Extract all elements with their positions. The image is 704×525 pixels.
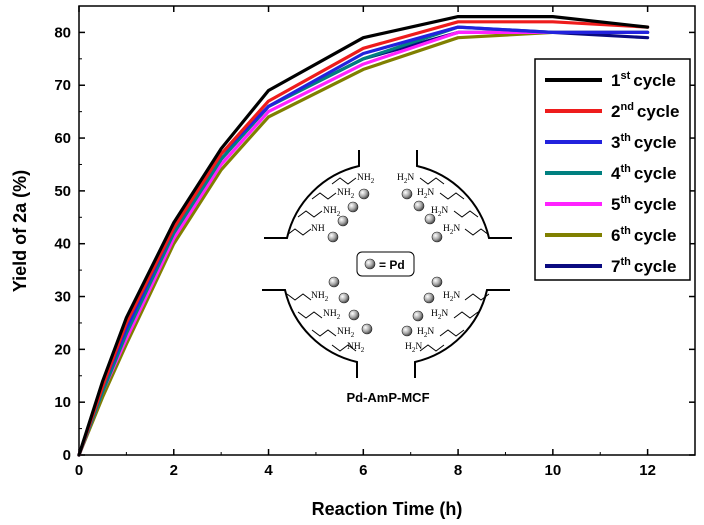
amine-labels: NH2 NH2 NH2 NH H2N H2N H2N H2N NH2 NH2 N…	[311, 173, 460, 354]
series-line-1	[77, 15, 650, 457]
svg-text:H2N: H2N	[417, 327, 434, 339]
material-caption: Pd-AmP-MCF	[346, 390, 429, 405]
svg-text:NH2: NH2	[357, 173, 375, 185]
svg-text:H2N: H2N	[431, 206, 448, 218]
pd-particle	[337, 215, 349, 227]
x-tick-label: 6	[359, 462, 367, 479]
legend-label-5: 5th cycle	[611, 194, 676, 214]
svg-text:H2N: H2N	[397, 173, 414, 185]
pd-particle	[347, 201, 359, 213]
y-tick-label: 0	[63, 447, 71, 464]
pd-particles	[327, 188, 443, 337]
pd-particle	[358, 188, 370, 200]
svg-text:NH2: NH2	[323, 206, 341, 218]
x-tick-label: 12	[639, 462, 656, 479]
x-tick-label: 8	[454, 462, 462, 479]
legend-label-3: 3th cycle	[611, 132, 676, 152]
pd-particle	[423, 292, 435, 304]
svg-text:NH2: NH2	[337, 327, 355, 339]
y-tick-label: 40	[54, 236, 71, 253]
svg-text:NH: NH	[311, 224, 325, 234]
pd-particle	[328, 276, 340, 288]
pd-particle	[431, 276, 443, 288]
pd-particle	[412, 310, 424, 322]
pd-particle	[424, 213, 436, 225]
pd-particle	[413, 200, 425, 212]
svg-text:H2N: H2N	[431, 309, 448, 321]
pd-key-label: = Pd	[379, 258, 405, 272]
svg-text:H2N: H2N	[443, 291, 460, 303]
pd-particle	[338, 292, 350, 304]
y-tick-label: 50	[54, 183, 71, 200]
x-tick-label: 0	[75, 462, 83, 479]
y-tick-label: 70	[54, 77, 71, 94]
y-tick-label: 30	[54, 289, 71, 306]
pd-particle	[327, 231, 339, 243]
series-line-2	[77, 20, 650, 457]
legend-box	[534, 58, 691, 281]
pd-particle	[431, 231, 443, 243]
amine-chains	[286, 177, 490, 352]
pd-amp-mcf-schematic: NH2 NH2 NH2 NH H2N H2N H2N H2N NH2 NH2 N…	[262, 150, 512, 405]
pd-particle	[401, 188, 413, 200]
legend-label-4: 4th cycle	[611, 163, 676, 183]
svg-text:NH2: NH2	[337, 188, 355, 200]
legend-label-2: 2nd cycle	[611, 101, 679, 121]
legend-label-7: 7th cycle	[611, 256, 676, 276]
legend: 1st cycle 2nd cycle 3th cycle 4th cycle 5th cycle…	[534, 58, 691, 281]
svg-text:H2N: H2N	[417, 188, 434, 200]
y-tick-label: 60	[54, 130, 71, 147]
x-axis-title: Reaction Time (h)	[312, 499, 463, 519]
pd-key-box	[356, 251, 415, 277]
pore-wall-upper-left	[264, 150, 360, 239]
x-axis-ticks: 0 2 4 6 8 10 12	[75, 6, 696, 479]
legend-label-1: 1st cycle	[611, 70, 676, 90]
svg-text:H2N: H2N	[443, 224, 460, 236]
pore-wall-lower-left	[262, 289, 358, 378]
x-tick-label: 2	[170, 462, 178, 479]
y-tick-label: 20	[54, 341, 71, 358]
pd-particle	[361, 323, 373, 335]
series-line-6	[77, 30, 650, 457]
y-axis-ticks: 0 10 20 30 40 50 60 70 80	[54, 24, 695, 464]
svg-text:NH2: NH2	[347, 342, 365, 354]
plot-frame	[78, 5, 696, 456]
svg-text:NH2: NH2	[323, 309, 341, 321]
y-tick-label: 10	[54, 394, 71, 411]
series-layer	[77, 15, 650, 457]
y-axis-title: Yield of 2a (%)	[10, 170, 30, 292]
x-tick-label: 4	[264, 462, 273, 479]
y-tick-label: 80	[54, 24, 71, 41]
x-tick-label: 10	[545, 462, 562, 479]
svg-text:NH2: NH2	[311, 291, 329, 303]
pd-particle	[401, 325, 413, 337]
pd-particle	[348, 309, 360, 321]
svg-text:H2N: H2N	[405, 342, 422, 354]
legend-label-6: 6th cycle	[611, 225, 676, 245]
pore-wall-upper-right	[416, 150, 512, 239]
pd-key-icon	[364, 258, 376, 270]
